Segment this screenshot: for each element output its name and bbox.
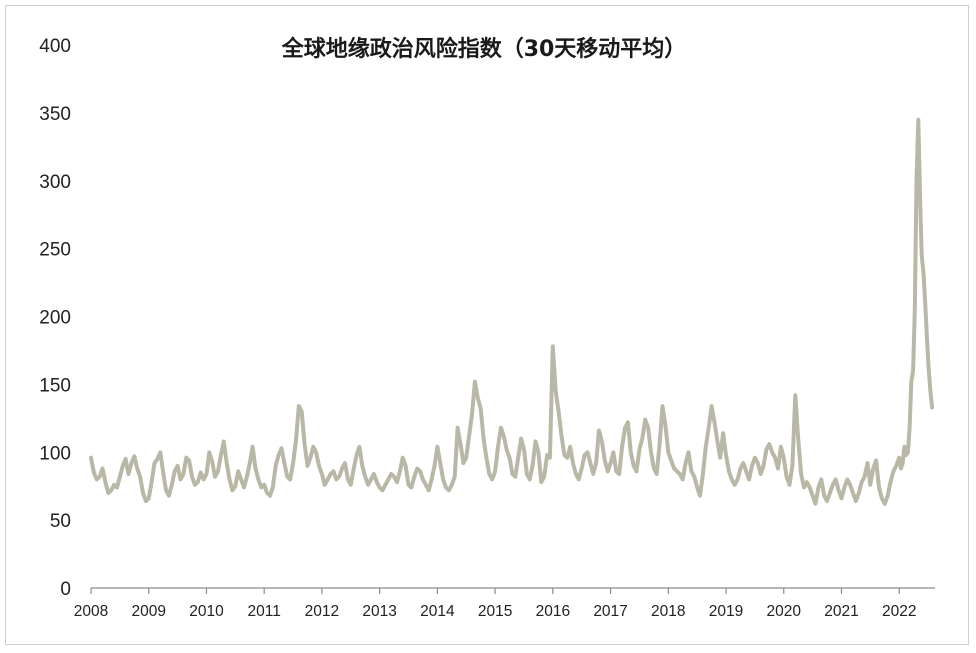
- x-tick-label-2021: 2021: [824, 603, 858, 620]
- x-tick-label-2020: 2020: [767, 603, 802, 620]
- y-tick-label-300: 300: [39, 172, 71, 193]
- x-tick-label-2014: 2014: [420, 603, 455, 620]
- x-tick-label-2011: 2011: [248, 603, 281, 620]
- x-tick-label-2018: 2018: [651, 603, 685, 620]
- x-tick-label-2016: 2016: [536, 603, 570, 620]
- x-tick-label-2022: 2022: [882, 603, 916, 620]
- x-tick-label-2017: 2017: [593, 603, 627, 620]
- y-tick-label-0: 0: [60, 579, 71, 600]
- x-tick-label-2019: 2019: [709, 603, 743, 620]
- x-tick-label-2009: 2009: [131, 603, 165, 620]
- x-tick-label-2010: 2010: [189, 603, 224, 620]
- x-axis-ticks: 2008 2009 2010 2011 2012 2013 2014 2015 2016 2017…: [74, 588, 916, 620]
- series-line-1: [89, 117, 935, 506]
- x-tick-label-2008: 2008: [74, 603, 108, 620]
- y-tick-label-200: 200: [39, 308, 71, 329]
- y-tick-label-250: 250: [39, 240, 71, 261]
- y-tick-label-50: 50: [50, 511, 71, 532]
- series-group: [89, 117, 935, 506]
- chart-title: 全球地缘政治风险指数（30天移动平均）: [281, 36, 687, 62]
- x-tick-label-2013: 2013: [362, 603, 396, 620]
- y-tick-label-400: 400: [39, 36, 71, 57]
- y-axis-ticks: 0 50 100 150 200 250 300 350 400: [39, 36, 71, 600]
- x-tick-label-2012: 2012: [305, 603, 339, 620]
- x-tick-label-2015: 2015: [478, 603, 512, 620]
- chart-frame: [5, 5, 969, 645]
- y-tick-label-100: 100: [39, 443, 71, 464]
- y-tick-label-350: 350: [39, 104, 71, 125]
- y-tick-label-150: 150: [39, 375, 71, 396]
